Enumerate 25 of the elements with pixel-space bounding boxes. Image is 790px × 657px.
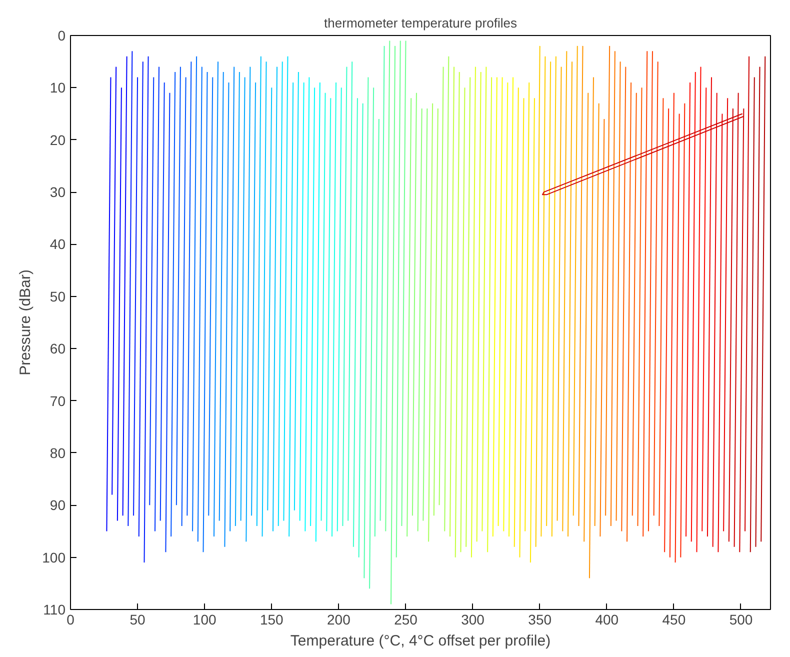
x-tick-label: 300	[461, 612, 485, 628]
y-tick-label: 40	[50, 236, 66, 252]
y-tick-label: 30	[50, 184, 66, 200]
y-tick-label: 10	[50, 80, 66, 96]
y-tick-label: 90	[50, 497, 66, 514]
y-tick-label: 0	[58, 28, 66, 44]
y-tick-label: 80	[50, 444, 66, 461]
x-tick-label: 200	[327, 612, 351, 628]
y-axis-title: Pressure (dBar)	[17, 270, 34, 376]
y-tick-label: 100	[42, 549, 66, 566]
x-tick-label: 50	[130, 612, 146, 628]
y-tick-label: 20	[50, 132, 66, 148]
x-tick-label: 400	[595, 612, 619, 628]
x-tick-label: 350	[528, 612, 552, 628]
x-tick-label: 100	[192, 612, 216, 628]
x-axis-title: Temperature (°C, 4°C offset per profile)	[290, 632, 551, 650]
y-tick-label: 50	[50, 288, 66, 304]
x-tick-label: 450	[662, 612, 686, 628]
y-tick-label: 110	[43, 602, 66, 618]
chart-title: thermometer temperature profiles	[324, 16, 518, 30]
x-tick-label: 150	[260, 612, 284, 628]
x-tick-label: 250	[394, 612, 418, 628]
y-tick-label: 70	[50, 392, 66, 409]
y-tick-label: 60	[50, 340, 66, 357]
x-tick-label: 500	[729, 612, 753, 628]
